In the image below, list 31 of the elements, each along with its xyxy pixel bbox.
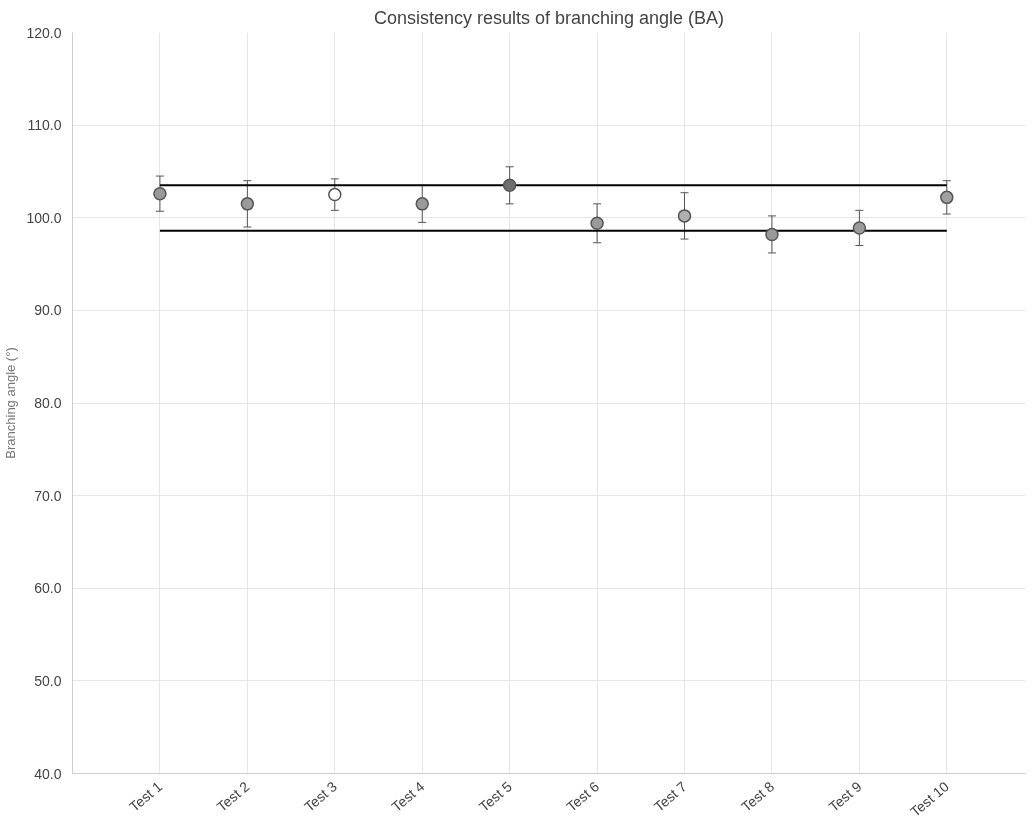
x-tick-label: Test 6 [563,778,603,815]
x-tick-label: Test 2 [213,778,253,815]
y-tick-label: 50.0 [34,672,62,689]
point [240,197,255,211]
x-tick-label: Test 10 [907,778,953,820]
point [852,221,867,235]
y-tick-label: 40.0 [34,765,62,782]
point [415,197,429,211]
x-tick-label: Test 5 [475,778,515,815]
x-tick-label: Test 1 [126,778,166,815]
y-tick-label: 120.0 [26,24,62,41]
y-axis-title: Branching angle (°) [3,347,19,459]
point [765,227,779,242]
y-tick-label: 60.0 [34,580,62,597]
x-tick-label: Test 8 [738,778,778,815]
point [502,178,517,193]
x-tick-label: Test 3 [301,778,341,815]
y-tick-label: 80.0 [34,395,62,411]
y-tick-label: 90.0 [34,302,62,319]
point [940,190,954,205]
point [590,216,604,231]
x-tick-label: Test 4 [388,778,428,815]
x-tick-label: Test 7 [650,778,690,815]
point [328,187,342,202]
y-tick-label: 100.0 [26,209,62,226]
point [677,209,692,223]
point [153,186,167,201]
chart-title: Consistency results of branching angle (BA) [373,7,725,28]
y-tick-label: 110.0 [27,117,62,134]
x-tick-label: Test 9 [825,778,865,815]
y-tick-label: 70.0 [34,487,62,504]
